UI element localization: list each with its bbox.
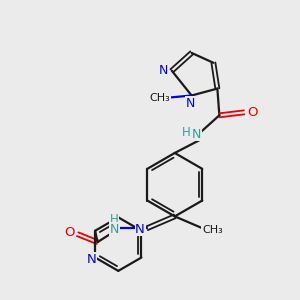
Text: N: N — [135, 223, 145, 236]
Text: CH₃: CH₃ — [202, 225, 223, 235]
Text: O: O — [247, 106, 257, 119]
Text: H: H — [110, 213, 119, 226]
Text: N: N — [86, 253, 96, 266]
Text: N: N — [186, 97, 195, 110]
Text: CH₃: CH₃ — [149, 94, 170, 103]
Text: N: N — [159, 64, 169, 77]
Text: N: N — [110, 223, 119, 236]
Text: N: N — [192, 128, 201, 141]
Text: O: O — [64, 226, 75, 239]
Text: H: H — [182, 126, 191, 139]
